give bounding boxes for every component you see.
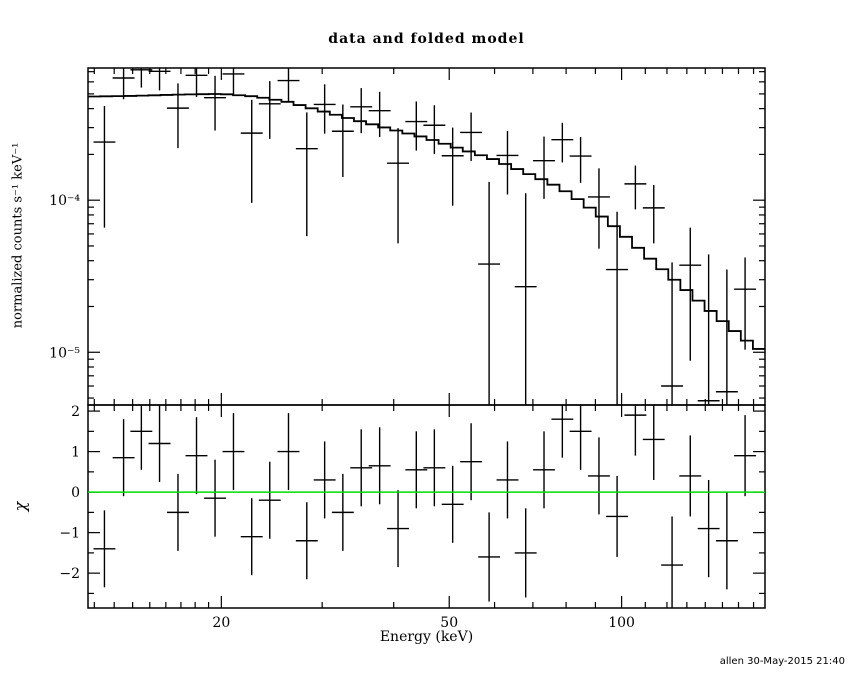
residual-panel-border <box>87 404 766 609</box>
data-point-cross <box>514 193 537 405</box>
data-point-cross <box>460 112 483 162</box>
data-point-cross <box>533 136 555 199</box>
residual-cross <box>423 429 446 507</box>
residual-cross <box>112 419 135 497</box>
data-point-cross <box>167 83 189 149</box>
residual-cross <box>697 479 720 578</box>
residual-cross <box>258 461 281 539</box>
data-point-cross <box>368 91 391 138</box>
top-panel-data <box>88 68 765 405</box>
residual-panel-data <box>93 405 757 608</box>
residual-cross <box>624 405 647 456</box>
data-point-cross <box>606 211 629 405</box>
residual-cross <box>93 510 116 588</box>
residual-cross <box>679 435 702 517</box>
data-point-cross <box>496 131 519 195</box>
residual-cross <box>715 492 738 590</box>
x-axis-label-energy: Energy (keV) <box>379 629 474 645</box>
data-point-cross <box>661 262 684 405</box>
data-point-cross <box>387 128 409 244</box>
data-point-cross <box>588 168 610 249</box>
residual-cross <box>148 405 171 482</box>
data-point-cross <box>258 81 281 139</box>
y-tick-label-chi: 1 <box>71 445 80 461</box>
axes-and-ticks: 20 50 100 10⁻⁴ 10⁻⁵ 2 1 0 −1 −2 <box>49 67 766 631</box>
residual-cross <box>661 516 684 608</box>
data-point-cross <box>569 137 592 183</box>
data-point-cross <box>405 101 428 151</box>
residual-cross <box>606 475 629 557</box>
x-tick-label: 50 <box>440 615 458 631</box>
data-point-cross <box>148 68 171 91</box>
data-point-cross <box>642 184 665 244</box>
data-point-cross <box>697 254 720 405</box>
residual-cross <box>533 431 555 509</box>
data-point-cross <box>222 68 245 96</box>
data-point-cross <box>624 165 647 210</box>
x-tick-label: 20 <box>212 615 230 631</box>
y-tick-label-chi: −1 <box>59 526 80 542</box>
residual-cross <box>185 417 208 495</box>
data-point-cross <box>423 105 446 155</box>
data-point-cross <box>277 68 300 103</box>
residual-cross <box>478 512 501 602</box>
residual-cross <box>167 473 189 551</box>
residual-cross <box>405 431 428 509</box>
data-point-cross <box>313 84 336 134</box>
data-point-cross <box>478 181 501 405</box>
residual-cross <box>551 405 574 458</box>
data-point-cross <box>331 104 354 178</box>
data-point-cross <box>130 68 153 88</box>
x-tick-label: 100 <box>608 615 635 631</box>
data-point-cross <box>679 227 702 361</box>
residual-cross <box>277 413 300 491</box>
data-point-cross <box>441 127 464 206</box>
residual-cross <box>496 441 519 519</box>
data-point-cross <box>295 112 318 237</box>
residual-cross <box>222 413 245 491</box>
y-tick-label-chi: 2 <box>71 404 80 420</box>
y-tick-label-counts: 10⁻⁴ <box>49 193 80 209</box>
data-point-cross <box>240 99 263 203</box>
residual-cross <box>240 498 263 576</box>
residual-cross <box>387 490 409 568</box>
residual-cross <box>734 415 757 497</box>
residual-cross <box>588 437 610 515</box>
residual-cross <box>204 459 226 537</box>
residual-cross <box>350 429 373 507</box>
data-point-cross <box>350 88 373 134</box>
data-point-cross <box>551 122 574 163</box>
residual-cross <box>441 465 464 543</box>
residual-cross <box>331 473 354 551</box>
folded-model-histogram <box>88 93 765 350</box>
residual-cross <box>514 508 537 598</box>
y-tick-label-chi: 0 <box>71 485 80 501</box>
data-point-cross <box>185 68 208 97</box>
data-point-cross <box>93 106 116 228</box>
y-tick-label-chi: −2 <box>59 566 80 582</box>
top-panel-border <box>87 67 766 406</box>
plot-signature: allen 30-May-2015 21:40 <box>719 656 845 667</box>
plot-title: data and folded model <box>328 31 525 47</box>
residual-cross <box>460 423 483 501</box>
residual-cross <box>642 405 665 480</box>
data-point-cross <box>715 269 738 405</box>
y-tick-label-counts: 10⁻⁵ <box>49 345 80 361</box>
residual-cross <box>313 441 336 519</box>
data-point-cross <box>734 257 757 350</box>
residual-cross <box>295 502 318 580</box>
data-point-cross <box>204 75 226 131</box>
